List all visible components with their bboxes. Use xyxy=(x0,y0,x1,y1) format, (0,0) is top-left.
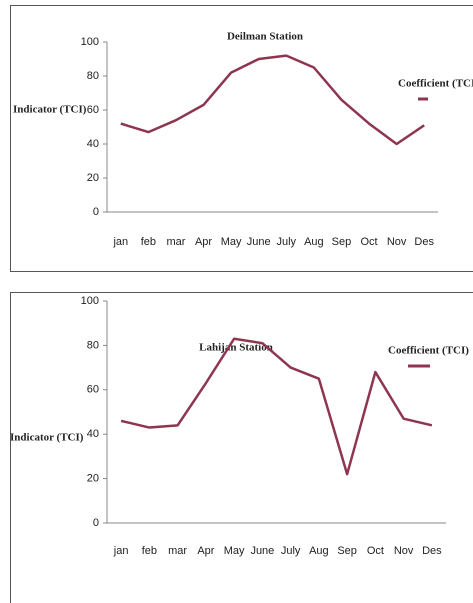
x-tick-label: July xyxy=(277,236,297,248)
y-tick-label: 0 xyxy=(93,517,99,529)
data-line xyxy=(120,337,433,476)
legend-label: Coefficient (TCI) xyxy=(398,78,473,90)
x-tick-label: mar xyxy=(166,236,185,248)
legend-label: Coefficient (TCI) xyxy=(388,345,469,357)
x-tick-label: Sep xyxy=(337,545,357,557)
x-tick-label: Des xyxy=(422,545,442,557)
y-tick-label: 60 xyxy=(87,384,99,396)
x-tick-label: Oct xyxy=(360,236,377,248)
y-tick-label: 40 xyxy=(87,428,99,440)
y-tick-label: 60 xyxy=(87,104,99,116)
x-tick-label: Oct xyxy=(367,545,384,557)
x-tick-label: feb xyxy=(142,545,157,557)
chart-title: Deilman Station xyxy=(227,31,303,43)
x-tick-label: Nov xyxy=(387,236,407,248)
x-tick-label: June xyxy=(250,545,274,557)
x-tick-label: Aug xyxy=(309,545,329,557)
y-tick-label: 80 xyxy=(87,70,99,82)
y-tick-label: 80 xyxy=(87,339,99,351)
x-tick-label: Apr xyxy=(195,236,212,248)
x-tick-label: Sep xyxy=(332,236,352,248)
x-tick-label: jan xyxy=(112,236,128,248)
y-axis-label: Indicator (TCI) xyxy=(13,104,87,116)
x-tick-label: May xyxy=(224,545,245,557)
chart-frame xyxy=(10,5,473,272)
x-tick-label: Aug xyxy=(304,236,324,248)
x-tick-label: jan xyxy=(113,545,129,557)
chart-title: Lahijan Station xyxy=(199,342,273,354)
x-tick-label: feb xyxy=(141,236,156,248)
x-tick-label: Apr xyxy=(197,545,214,557)
y-tick-label: 20 xyxy=(87,473,99,485)
y-tick-label: 0 xyxy=(93,206,99,218)
y-tick-label: 40 xyxy=(87,138,99,150)
x-tick-label: mar xyxy=(168,545,187,557)
x-tick-label: Nov xyxy=(394,545,414,557)
x-tick-label: May xyxy=(221,236,242,248)
y-axis-label: Indicator (TCI) xyxy=(10,432,84,444)
y-tick-label: 100 xyxy=(81,295,99,307)
y-tick-label: 20 xyxy=(87,172,99,184)
x-tick-label: July xyxy=(281,545,301,557)
y-tick-label: 100 xyxy=(81,36,99,48)
chart-frame xyxy=(10,292,473,603)
x-tick-label: Des xyxy=(414,236,434,248)
data-line xyxy=(120,54,425,146)
x-tick-label: June xyxy=(247,236,271,248)
